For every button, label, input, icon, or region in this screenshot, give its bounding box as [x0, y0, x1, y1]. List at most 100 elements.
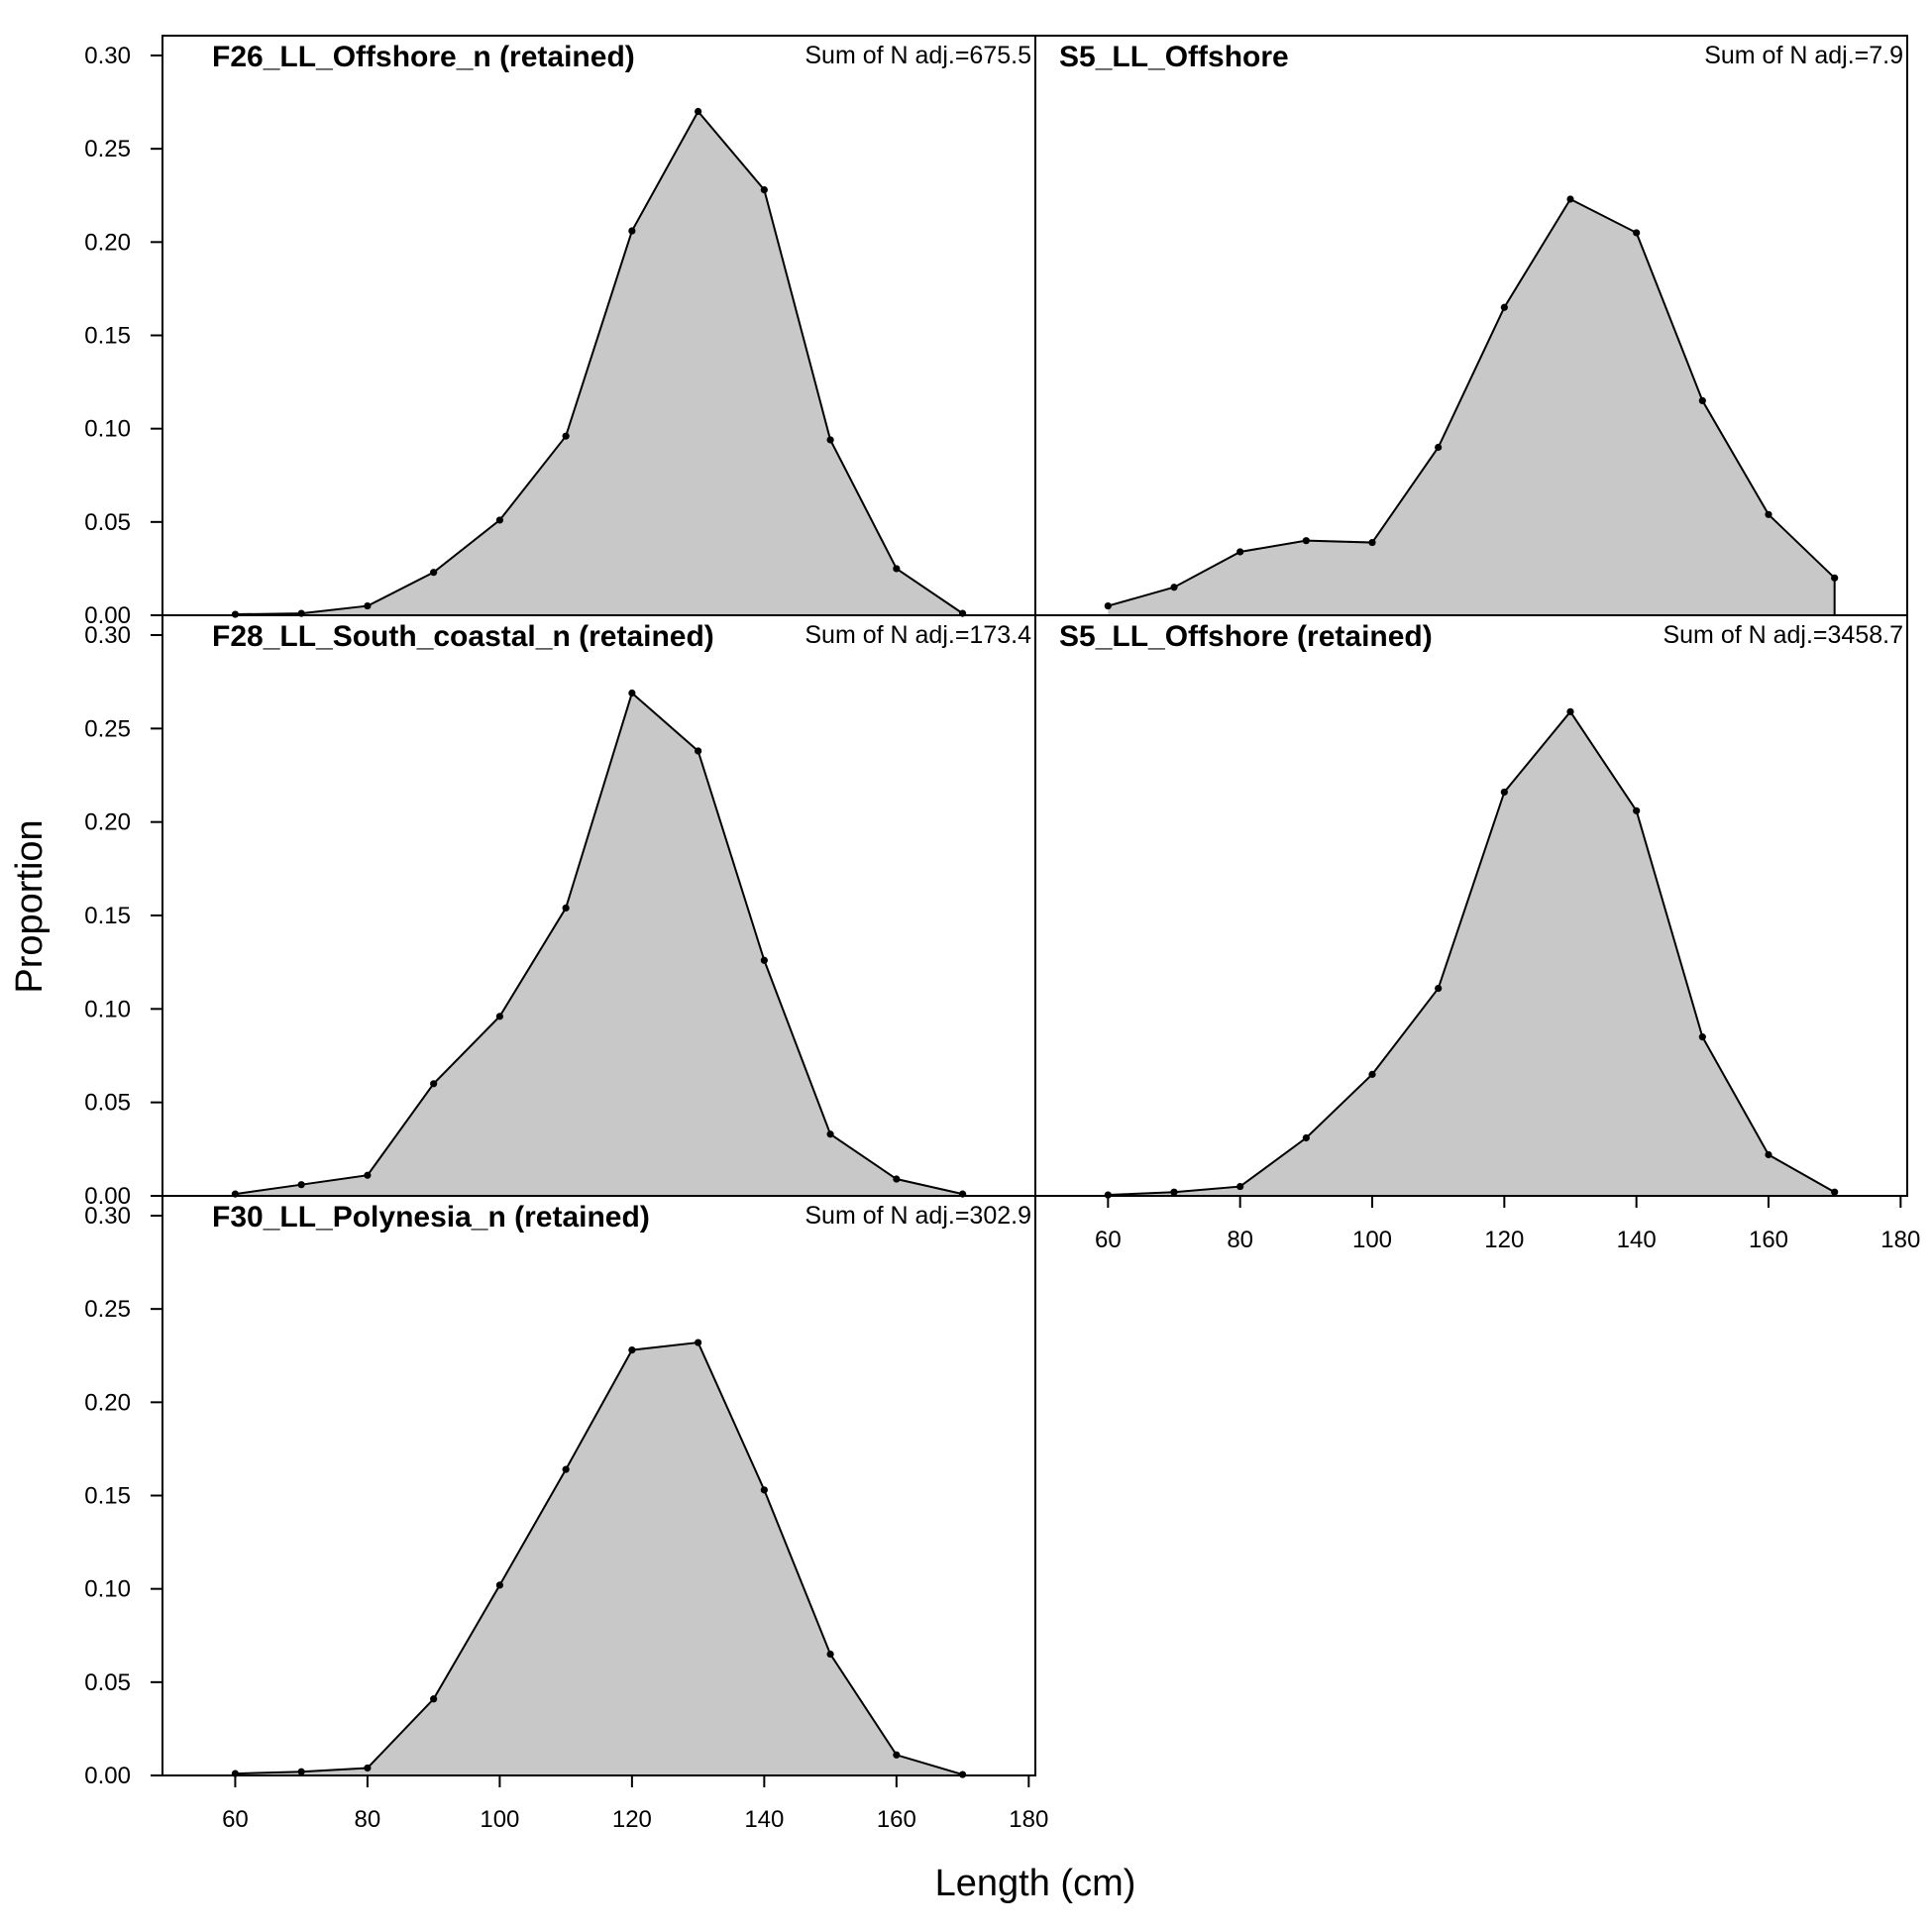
data-point	[364, 1764, 372, 1772]
data-point	[695, 107, 702, 116]
y-tick-label: 0.25	[84, 136, 131, 162]
data-point	[1170, 584, 1178, 591]
panel-3: F28_LL_South_coastal_n (retained) Sum of …	[161, 614, 1036, 1198]
panel-title: F28_LL_South_coastal_n (retained)	[212, 620, 714, 653]
x-tick-label: 160	[1749, 1227, 1788, 1253]
x-tick-label: 60	[222, 1806, 249, 1833]
y-tick-label: 0.25	[84, 1296, 131, 1323]
panel-1: F26_LL_Offshore_n (retained) Sum of N adj…	[161, 35, 1036, 618]
data-point	[495, 516, 503, 524]
data-point	[495, 1013, 503, 1020]
data-point	[1302, 537, 1310, 545]
area-fill	[235, 111, 963, 615]
x-tick-label: 120	[612, 1806, 652, 1833]
data-point	[1765, 510, 1772, 518]
y-tick-label: 0.15	[84, 323, 131, 350]
data-point	[1566, 195, 1574, 203]
data-point	[1831, 574, 1839, 582]
x-tick-label: 60	[1095, 1227, 1122, 1253]
y-tick-label: 0.30	[84, 43, 131, 69]
data-point	[297, 1768, 305, 1775]
y-tick-label: 0.05	[84, 1090, 131, 1117]
area-fill	[235, 1342, 963, 1775]
data-point	[760, 186, 768, 194]
data-point	[1698, 1033, 1706, 1041]
data-point	[430, 1080, 438, 1088]
data-point	[1633, 229, 1641, 237]
panel-annotation: Sum of N adj.=302.9	[805, 1202, 1031, 1230]
y-tick-label: 0.10	[84, 996, 131, 1022]
data-point	[826, 436, 834, 444]
data-point	[364, 1171, 372, 1179]
data-point	[1831, 1188, 1839, 1196]
area-fill	[235, 693, 963, 1196]
data-point	[1302, 1133, 1310, 1142]
data-point	[695, 747, 702, 755]
panel-title: S5_LL_Offshore	[1059, 41, 1289, 73]
y-tick-label: 0.10	[84, 416, 131, 443]
data-point	[364, 601, 372, 610]
x-tick-label: 80	[1227, 1227, 1253, 1253]
x-tick-label: 120	[1484, 1227, 1524, 1253]
data-point	[562, 904, 570, 912]
y-tick-label: 0.15	[84, 903, 131, 929]
series-line	[235, 691, 963, 1196]
data-point	[826, 1650, 834, 1659]
data-point	[1368, 1070, 1376, 1078]
data-point	[893, 1175, 901, 1183]
y-tick-label: 0.30	[84, 622, 131, 649]
area-fill	[1108, 711, 1835, 1196]
x-tick-label: 140	[1617, 1227, 1657, 1253]
panel-annotation: Sum of N adj.=3458.7	[1663, 621, 1903, 649]
data-point	[893, 1751, 901, 1759]
data-point	[1765, 1150, 1772, 1159]
y-axis-1: 0.00 0.05 0.10 0.15 0.20 0.25 0.30	[84, 43, 163, 629]
panel-annotation: Sum of N adj.=7.9	[1704, 42, 1903, 69]
data-point	[826, 1130, 834, 1138]
data-point	[628, 1346, 636, 1354]
data-point	[495, 1581, 503, 1589]
y-tick-label: 0.20	[84, 1389, 131, 1416]
x-tick-label: 100	[480, 1806, 519, 1833]
series-line	[1108, 197, 1836, 607]
data-point	[760, 1486, 768, 1494]
panel-4: S5_LL_Offshore (retained) Sum of N adj.=3…	[1034, 614, 1908, 1199]
data-point	[1698, 396, 1706, 405]
y-axis-title: Proportion	[9, 819, 51, 993]
y-tick-label: 0.30	[84, 1203, 131, 1230]
data-point	[695, 1339, 702, 1346]
series-line	[1108, 709, 1836, 1197]
x-tick-label: 180	[1009, 1806, 1048, 1833]
data-point	[430, 569, 438, 577]
axes-layer: 0.000.050.100.150.200.250.300.000.050.10…	[84, 43, 1920, 1833]
panel-annotation: Sum of N adj.=173.4	[805, 621, 1031, 649]
y-tick-label: 0.15	[84, 1483, 131, 1510]
data-point	[893, 565, 901, 573]
data-point	[430, 1695, 438, 1703]
y-tick-label: 0.00	[84, 602, 131, 629]
data-point	[562, 1465, 570, 1473]
y-tick-label: 0.25	[84, 715, 131, 742]
data-point	[1435, 984, 1443, 993]
panel-annotation: Sum of N adj.=675.5	[805, 42, 1031, 69]
data-point	[562, 432, 570, 440]
data-point	[1633, 806, 1641, 814]
y-tick-label: 0.20	[84, 229, 131, 256]
x-tick-label: 180	[1880, 1227, 1920, 1253]
panel-title: F26_LL_Offshore_n (retained)	[212, 41, 635, 73]
x-axis-4: 60 80 100 120 140 160 180	[1095, 1195, 1920, 1253]
data-point	[1368, 538, 1376, 547]
series-line	[235, 109, 964, 616]
data-point	[1104, 601, 1112, 610]
x-axis-title: Length (cm)	[935, 1863, 1136, 1904]
y-axis-3: 0.00 0.05 0.10 0.15 0.20 0.25 0.30	[84, 622, 163, 1210]
panel-title: S5_LL_Offshore (retained)	[1059, 620, 1433, 653]
data-point	[1566, 707, 1574, 715]
data-point	[1236, 548, 1244, 556]
data-point	[297, 1181, 305, 1189]
x-tick-label: 160	[877, 1806, 916, 1833]
data-point	[1236, 1182, 1244, 1191]
y-axis-5: 0.00 0.05 0.10 0.15 0.20 0.25 0.30	[84, 1203, 163, 1789]
x-tick-label: 140	[744, 1806, 784, 1833]
